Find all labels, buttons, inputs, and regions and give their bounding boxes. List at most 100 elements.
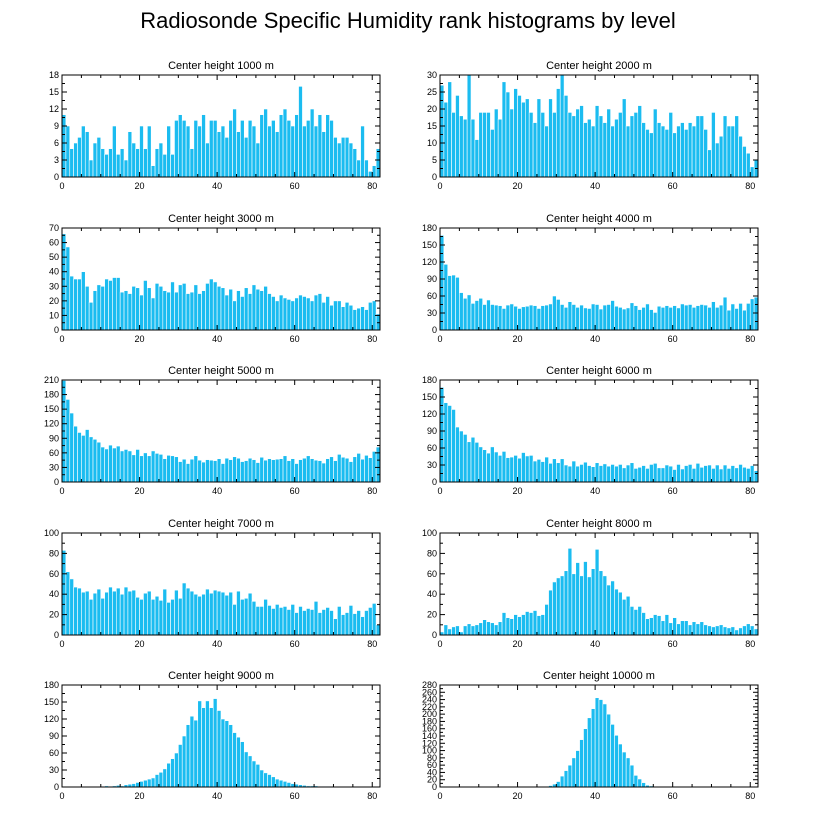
y-tick-label: 60	[49, 569, 59, 579]
histogram-bar	[459, 430, 464, 483]
y-tick-label: 200	[422, 709, 437, 719]
histogram-bar	[517, 95, 522, 178]
x-tick-label: 40	[590, 791, 600, 801]
histogram-bar	[158, 454, 164, 483]
histogram-bar	[325, 458, 330, 483]
histogram-bar	[205, 283, 210, 331]
panel-title: Center height 9000 m	[168, 670, 274, 682]
histogram-bar	[333, 300, 338, 331]
histogram-bar	[150, 297, 156, 331]
histogram-bar	[637, 606, 642, 636]
histogram-bar	[707, 464, 712, 483]
histogram-bar	[699, 466, 705, 483]
x-tick-label: 60	[668, 639, 678, 649]
histogram-bar	[220, 287, 226, 331]
histogram-bar	[730, 303, 736, 331]
histogram-bar	[302, 610, 307, 636]
histogram-bar	[251, 284, 257, 331]
histogram-bar	[455, 426, 460, 483]
histogram-bar	[567, 547, 573, 636]
histogram-bar	[753, 628, 759, 636]
histogram-bar	[614, 734, 619, 788]
histogram-bar	[559, 775, 565, 788]
histogram-panel: Center height 4000 m 0 20 40 60 80 0 30 60 90 120 1…	[422, 213, 759, 344]
histogram-bar	[509, 456, 514, 483]
histogram-bar	[497, 455, 503, 483]
histogram-bar	[181, 120, 187, 178]
histogram-bar	[645, 468, 650, 483]
histogram-bar	[267, 458, 272, 483]
histogram-bar	[298, 459, 303, 483]
y-tick-label: 0	[54, 325, 59, 335]
y-tick-label: 0	[432, 782, 437, 792]
y-tick-label: 100	[422, 528, 437, 538]
histogram-bar	[73, 142, 78, 178]
histogram-bar	[493, 304, 499, 331]
panel-title: Center height 3000 m	[168, 213, 274, 225]
x-tick-label: 80	[367, 791, 377, 801]
histogram-bar	[493, 108, 499, 178]
histogram-bar	[119, 593, 125, 636]
histogram-bar	[474, 139, 480, 178]
x-tick-label: 20	[513, 486, 523, 496]
y-tick-label: 30	[427, 70, 437, 80]
histogram-bar	[209, 459, 214, 483]
histogram-bar	[649, 617, 654, 636]
histogram-bar	[298, 86, 303, 178]
histogram-bar	[742, 146, 747, 178]
histogram-bar	[447, 275, 452, 331]
histogram-bar	[344, 302, 350, 331]
histogram-bar	[267, 125, 272, 178]
histogram-bar	[563, 307, 569, 331]
histogram-bar	[703, 304, 708, 331]
histogram-bar	[559, 304, 565, 331]
histogram-panel: Center height 2000 m 0 20 40 60 80 0 5 10 15 20 25 3…	[427, 60, 759, 191]
histogram-bar	[77, 587, 82, 636]
histogram-bar	[680, 620, 685, 636]
x-tick-label: 20	[135, 486, 145, 496]
histogram-bar	[364, 309, 369, 331]
histogram-bar	[676, 623, 681, 636]
histogram-bar	[251, 459, 257, 483]
histogram-bar	[205, 588, 210, 636]
panel-title: Center height 2000 m	[546, 60, 652, 72]
histogram-bar	[691, 621, 697, 636]
histogram-bar	[439, 387, 445, 483]
histogram-bar	[181, 735, 187, 788]
histogram-bar	[309, 108, 315, 178]
histogram-bar	[313, 601, 319, 636]
histogram-bar	[224, 594, 230, 636]
histogram-bar	[629, 606, 635, 636]
histogram-bar	[462, 297, 468, 331]
histogram-bar	[652, 312, 658, 331]
histogram-panel: Center height 5000 m 0 20 40 60 80 0 30 60 90 120 1…	[44, 365, 381, 496]
histogram-bar	[493, 624, 499, 636]
histogram-bar	[139, 125, 144, 178]
histogram-bar	[590, 568, 596, 636]
histogram-bar	[470, 303, 476, 331]
histogram-bar	[641, 122, 646, 178]
histogram-bar	[641, 782, 646, 788]
histogram-bar	[668, 465, 673, 483]
histogram-bar	[216, 131, 222, 178]
histogram-bar	[181, 582, 187, 636]
histogram-bar	[656, 615, 662, 636]
histogram-bar	[734, 115, 739, 178]
histogram-bar	[108, 444, 113, 483]
histogram-bar	[459, 292, 464, 331]
histogram-bar	[337, 142, 342, 178]
histogram-bar	[240, 598, 245, 636]
histogram-bar	[178, 597, 183, 636]
histogram-bar	[590, 466, 596, 483]
histogram-bar	[455, 95, 460, 178]
histogram-bar	[236, 131, 241, 178]
histogram-bar	[185, 463, 191, 483]
histogram-bar	[749, 298, 755, 331]
histogram-bar	[232, 456, 237, 483]
histogram-bar	[290, 458, 295, 483]
histogram-bar	[559, 458, 565, 483]
x-tick-label: 20	[135, 181, 145, 191]
histogram-bar	[321, 131, 327, 178]
x-tick-label: 60	[290, 181, 300, 191]
